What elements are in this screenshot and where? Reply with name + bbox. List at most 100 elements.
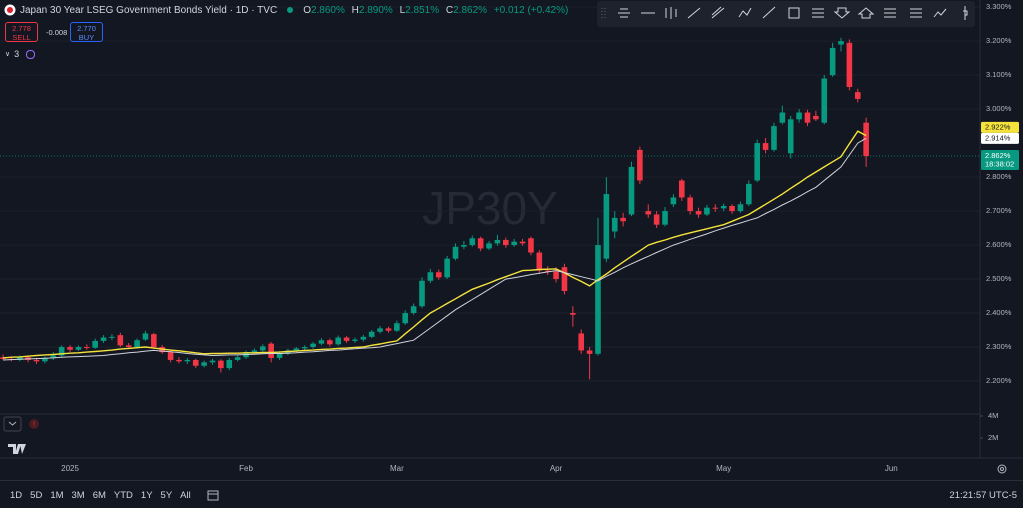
settings-icon[interactable]: [997, 464, 1007, 474]
price-label-box: [981, 132, 1019, 144]
tool-icon: [762, 6, 776, 19]
candle-body: [251, 350, 258, 353]
candle-body: [335, 337, 341, 345]
candle-body: [611, 217, 618, 232]
candle-body: [142, 333, 149, 340]
toolbar-tool[interactable]: [788, 7, 800, 19]
x-tick-label: Jun: [885, 464, 898, 473]
y-tick-label: 2.800%: [986, 172, 1012, 181]
candle-body: [771, 126, 777, 150]
range-button[interactable]: 1M: [50, 489, 64, 501]
candle-body: [234, 357, 241, 360]
range-button[interactable]: 6M: [92, 489, 106, 501]
y-tick-label: 2.500%: [986, 274, 1012, 283]
x-tick-label: 2025: [61, 464, 79, 473]
range-button[interactable]: All: [180, 489, 191, 501]
candle-body: [176, 359, 182, 362]
x-tick-label: Mar: [390, 464, 404, 473]
toolbar-tool[interactable]: [762, 6, 776, 19]
candle-body: [645, 211, 652, 215]
tool-icon: [738, 7, 752, 18]
watermark: JP30Y: [422, 182, 558, 234]
candle-body: [318, 340, 325, 344]
y-tick-label: 3.000%: [986, 104, 1012, 113]
legend-key: H: [351, 4, 359, 16]
candle-body: [58, 347, 65, 356]
range-button[interactable]: 3M: [71, 489, 85, 501]
toolbar-tool[interactable]: [665, 7, 677, 19]
indicator-icon: [26, 49, 36, 59]
candle-body: [796, 112, 802, 120]
toolbar-tool[interactable]: [884, 8, 896, 18]
toolbar-tool[interactable]: [833, 7, 851, 19]
legend-key: C: [445, 4, 454, 16]
legend-change: +0.012 (+0.42%): [493, 4, 569, 16]
range-button[interactable]: 5D: [30, 489, 43, 501]
range-button[interactable]: 1D: [10, 489, 23, 501]
alert-icon[interactable]: [29, 419, 39, 429]
price-label: 2.862%: [985, 151, 1011, 160]
logo[interactable]: [8, 444, 26, 454]
candle-body: [804, 112, 811, 123]
candle-body: [134, 340, 140, 348]
candle-body: [678, 180, 685, 198]
range-button[interactable]: YTD: [113, 489, 133, 501]
price-label: 2.922%: [985, 123, 1011, 132]
toolbar-tool[interactable]: [963, 6, 968, 20]
volume-tick-label: 4M: [988, 411, 998, 420]
flag-sun: [7, 7, 13, 13]
indicators-toggle[interactable]: ∨ 3: [5, 49, 36, 59]
toolbar-tool[interactable]: [711, 6, 725, 19]
tool-icon: [963, 6, 968, 20]
date-range-icon[interactable]: [207, 489, 219, 501]
candle-body: [268, 343, 274, 358]
x-tick-label: Feb: [239, 464, 253, 473]
range-button[interactable]: 5Y: [160, 489, 173, 501]
toolbar-tool[interactable]: [618, 8, 630, 18]
candle-body: [368, 331, 375, 337]
candle-body: [628, 166, 635, 215]
tool-icon: [711, 6, 725, 19]
candle-body: [586, 350, 593, 354]
candle-body: [787, 119, 794, 154]
legend-value: 2.860%: [310, 4, 345, 16]
candle-body: [662, 211, 668, 225]
sell-label: SELL: [12, 33, 31, 42]
alert-glyph: !: [33, 421, 35, 428]
candle-body: [519, 241, 526, 244]
candle-body: [687, 197, 693, 212]
symbol-title[interactable]: Japan 30 Year LSEG Government Bonds Yiel…: [20, 4, 278, 16]
candle-body: [435, 272, 442, 278]
candle-body: [620, 217, 626, 222]
y-tick-label: 3.200%: [986, 36, 1012, 45]
ohlc-legend: O2.860% H2.890% L2.851% C2.862% +0.012 (…: [303, 5, 568, 16]
y-tick-label: 3.100%: [986, 70, 1012, 79]
toolbar-tool[interactable]: [857, 7, 875, 19]
collapse-button[interactable]: [3, 416, 22, 432]
range-button[interactable]: 1Y: [140, 489, 153, 501]
buy-button[interactable]: 2.770 BUY: [70, 22, 103, 42]
toolbar-tool[interactable]: [812, 8, 824, 18]
candle-body: [670, 197, 677, 205]
toolbar-tool[interactable]: [738, 7, 752, 18]
price-label-box: [981, 150, 1019, 171]
chevron: ∨: [5, 51, 11, 58]
clock[interactable]: 21:21:57 UTC-5: [949, 489, 1017, 501]
drawing-toolbar: [597, 1, 975, 27]
candle-body: [637, 149, 643, 181]
sell-button[interactable]: 2.778 SELL: [5, 22, 38, 42]
candle-body: [184, 359, 191, 362]
chart: JP30Y ! 3.300% 3.200% 3.100% 3.000% 2.800% 2.…: [0, 0, 1023, 474]
candle-body: [553, 271, 559, 280]
toolbar-tool[interactable]: [933, 8, 947, 18]
toolbar-tool[interactable]: [910, 8, 922, 18]
candle-body: [570, 313, 576, 315]
candle-body: [67, 347, 73, 350]
buy-label: BUY: [78, 33, 95, 42]
candle-body: [653, 214, 660, 225]
candle-body: [737, 204, 744, 212]
candle-body: [544, 270, 551, 272]
toolbar-tool[interactable]: [687, 7, 701, 19]
